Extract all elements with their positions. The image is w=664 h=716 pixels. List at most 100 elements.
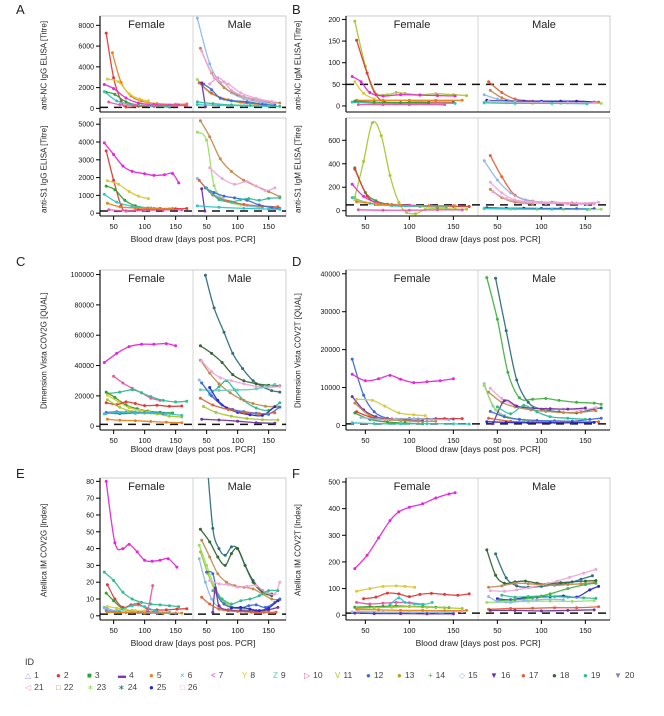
legend-marker-icon: □ [180,682,185,692]
legend-item-label: 5 [156,670,162,680]
svg-text:50: 50 [202,222,210,231]
svg-text:50: 50 [361,222,369,231]
legend-marker-icon: ● [552,670,557,680]
legend-item-17: ● 17 [521,670,552,680]
svg-text:60: 60 [86,512,94,519]
svg-text:200: 200 [328,185,340,192]
svg-text:50: 50 [109,222,117,231]
svg-text:0: 0 [336,208,340,215]
legend-marker-icon: ∗ [118,682,125,692]
legend-item-1: △ 1 [25,670,56,680]
svg-text:20000: 20000 [321,347,341,354]
svg-text:150: 150 [447,626,460,635]
legend-marker-icon: + [428,670,433,680]
legend-item-15: ◇ 15 [459,670,490,680]
svg-text:150: 150 [169,436,182,445]
legend-marker-icon: V [335,670,341,680]
legend-item-label: 26 [187,682,198,692]
svg-text:30: 30 [86,563,94,570]
svg-text:20: 20 [86,580,94,587]
legend-marker-icon: ▬ [118,670,126,680]
svg-text:100: 100 [403,626,416,635]
legend-item-3: ■ 3 [87,670,118,680]
svg-text:150: 150 [169,222,182,231]
legend-marker-icon: △ [25,670,32,680]
svg-text:40000: 40000 [321,271,341,278]
svg-text:40000: 40000 [75,363,95,370]
svg-text:100: 100 [535,436,548,445]
legend-item-12: ● 12 [366,670,397,680]
chart-E: 0 10 20 30 40 50 60 70 80 50 100 150 50 100 150 Female M… [86,477,287,635]
legend-item-11: V 11 [335,670,366,680]
chart-B-bottom: 0 200 400 600 50 100 150 50 100 150 [328,117,611,231]
legend-marker-icon: ▼ [614,670,622,680]
panel-A: A anti-NC IgG ELISA [Titre] anti-S1 IgG … [0,0,300,252]
legend-marker-icon: ● [366,670,371,680]
legend-item-20: ▼ 20 [614,670,645,680]
y-axis-label-anti-nc-igg: anti-NC IgG ELISA [Titre] [39,20,49,110]
svg-text:100: 100 [138,436,151,445]
svg-text:600: 600 [328,138,340,145]
legend-item-7: <7 [211,670,242,680]
panel-E: E Atellica IM COV2G [Index] 0 10 20 30 40 50 6… [0,464,300,716]
svg-text:4000: 4000 [78,64,94,71]
legend-item-label: 22 [63,682,74,692]
panel-D: D Dimension Vista COV2T [QUAL] 0 10000 200… [270,252,664,504]
x-axis-label: Blood draw [days post pos. PCR] [415,444,541,454]
legend-item-label: 17 [528,670,539,680]
legend-item-22: □ 22 [56,682,87,692]
svg-text:150: 150 [262,222,275,231]
panel-letter-B: B [292,2,301,17]
svg-text:100: 100 [403,436,416,445]
svg-text:0: 0 [336,103,340,110]
svg-text:100: 100 [328,586,340,593]
legend-marker-icon: ● [397,670,402,680]
legend-item-label: 2 [63,670,69,680]
svg-text:100: 100 [231,222,244,231]
svg-text:0: 0 [336,613,340,620]
svg-text:Male: Male [532,481,556,493]
svg-text:150: 150 [579,626,592,635]
legend-item-14: +14 [428,670,459,680]
svg-text:50: 50 [493,436,501,445]
legend-item-label: 3 [94,670,100,680]
legend-item-label: 6 [187,670,193,680]
svg-text:50: 50 [109,436,117,445]
legend-marker-icon: ◁ [25,682,32,692]
svg-text:200: 200 [328,17,340,24]
svg-text:3000: 3000 [78,157,94,164]
svg-text:150: 150 [262,626,275,635]
svg-text:Male: Male [228,481,252,493]
svg-text:Male: Male [532,273,556,285]
x-axis-label: Blood draw [days post pos. PCR] [130,638,256,648]
legend-marker-icon: ∗ [87,682,94,692]
legend-item-2: ● 2 [56,670,87,680]
legend-item-23: ∗ 23 [87,682,118,692]
svg-text:2000: 2000 [78,175,94,182]
legend-item-18: ● 18 [552,670,583,680]
panel-letter-C: C [16,254,26,269]
panel-letter-E: E [16,466,25,481]
legend-item-label: 1 [34,670,39,680]
svg-text:50: 50 [86,529,94,536]
svg-text:50: 50 [109,626,117,635]
y-axis-label-anti-s1-igg: anti-S1 IgG ELISA [Titre] [39,125,49,213]
legend-marker-icon: Y [242,670,248,680]
legend-marker-icon: Z [273,670,278,680]
legend-marker-icon: ● [521,670,526,680]
legend-row-1: △ 1 ● 2 ■ 3 ▬ 4 ● 5 × 6 <7 Y 8 Z 9 ▷ 10 V 11 ● 12 ● 13 +14 ◇ 15 ▼ 16 ●… [25,670,658,680]
chart-A-top: 0 2000 4000 6000 8000 Female Male [78,15,287,113]
panel-letter-A: A [16,2,25,17]
svg-text:200: 200 [328,559,340,566]
svg-text:6000: 6000 [78,44,94,51]
svg-text:0: 0 [90,106,94,113]
chart-C: 0 20000 40000 60000 80000 100000 50 100 150 50 100… [71,269,287,445]
legend-marker-icon: ● [56,670,61,680]
svg-text:50: 50 [332,82,340,89]
legend-item-label: 4 [129,670,134,680]
panel-letter-F: F [292,466,300,481]
svg-text:100: 100 [535,222,548,231]
svg-text:Male: Male [228,19,252,31]
legend-item-label: 25 [156,682,167,692]
